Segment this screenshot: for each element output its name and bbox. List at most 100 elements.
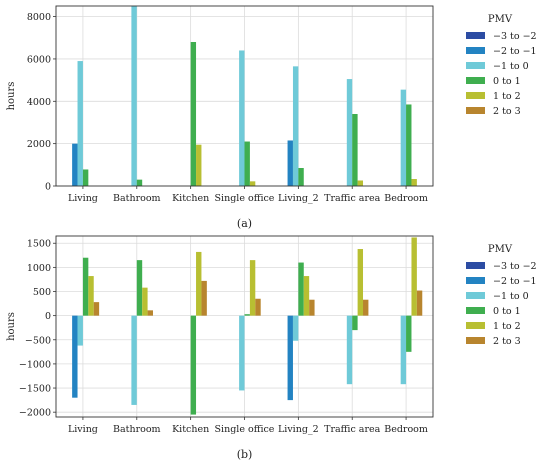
bar	[303, 276, 310, 316]
bar	[352, 315, 358, 331]
bar	[357, 249, 364, 316]
legend-swatch	[466, 337, 485, 344]
bar	[249, 181, 256, 186]
bar	[136, 260, 143, 316]
legend-swatch	[466, 32, 485, 39]
y-tick-label: 4000	[27, 97, 51, 108]
bar	[400, 315, 407, 385]
bar	[88, 276, 94, 316]
y-tick-label: 1500	[27, 239, 51, 250]
bar	[72, 143, 78, 186]
y-tick-label: 6000	[27, 54, 51, 65]
bar	[292, 66, 299, 186]
bar	[298, 262, 304, 316]
bar	[239, 50, 245, 186]
y-tick-label: 1000	[27, 263, 51, 274]
y-tick-label: −2000	[19, 408, 51, 419]
bar	[292, 315, 299, 341]
x-tick-label: Kitchen	[172, 193, 209, 204]
bar	[93, 302, 100, 316]
y-tick-label: 0	[45, 182, 51, 193]
bar	[352, 114, 358, 186]
figure-caption: (a)	[237, 217, 252, 230]
bar	[82, 257, 89, 316]
y-tick-label: 2000	[27, 139, 51, 150]
bar	[136, 179, 143, 186]
bar	[147, 310, 153, 316]
y-tick-label: 500	[33, 287, 51, 298]
x-tick-label: Single office	[215, 424, 275, 435]
bar	[406, 315, 412, 352]
bar	[411, 237, 417, 316]
bar	[400, 89, 407, 186]
legend-label: 0 to 1	[493, 76, 521, 87]
bar	[77, 61, 83, 187]
y-tick-label: 0	[45, 311, 51, 322]
x-tick-label: Bathroom	[113, 424, 161, 435]
legend-label: 1 to 2	[493, 321, 521, 332]
legend-title: PMV	[488, 14, 513, 25]
legend-label: 1 to 2	[493, 91, 521, 102]
legend-title: PMV	[488, 244, 513, 255]
x-tick-label: Living_2	[278, 193, 319, 204]
legend-swatch	[466, 62, 485, 69]
bar	[201, 280, 207, 316]
legend-swatch	[466, 107, 485, 114]
bar	[309, 299, 315, 316]
bar	[406, 104, 412, 186]
y-tick-label: −500	[25, 335, 51, 346]
x-tick-label: Traffic area	[324, 193, 380, 204]
legend-label: −2 to −1	[493, 46, 537, 57]
x-tick-label: Bedroom	[384, 424, 428, 435]
legend-label: 2 to 3	[493, 336, 521, 347]
y-tick-label: −1500	[19, 384, 51, 395]
legend-label: −2 to −1	[493, 276, 537, 287]
bar	[239, 315, 245, 391]
legend-swatch	[466, 92, 485, 99]
legend-swatch	[466, 77, 485, 84]
x-tick-label: Single office	[215, 193, 275, 204]
y-axis-label: hours	[6, 312, 17, 341]
bar	[244, 141, 250, 186]
x-tick-label: Traffic area	[324, 424, 380, 435]
figure-caption: (b)	[237, 448, 253, 461]
bar	[298, 168, 304, 186]
legend-swatch	[466, 277, 485, 284]
bar	[190, 42, 197, 186]
y-tick-label: −1000	[19, 359, 51, 370]
x-tick-label: Bedroom	[384, 193, 428, 204]
legend-swatch	[466, 322, 485, 329]
legend-label: 0 to 1	[493, 306, 521, 317]
legend-swatch	[466, 292, 485, 299]
bar	[142, 287, 148, 316]
bar	[416, 290, 423, 316]
x-tick-label: Kitchen	[172, 424, 209, 435]
x-tick-label: Living_2	[278, 424, 319, 435]
bar	[411, 179, 417, 186]
legend-swatch	[466, 47, 485, 54]
x-tick-label: Bathroom	[113, 193, 161, 204]
y-tick-label: 8000	[27, 12, 51, 23]
legend-label: −3 to −2	[493, 261, 537, 272]
chart-panel-2: −2000 −1500 −1000 −500 0 500 1000 1500 Living Bat…	[6, 235, 537, 461]
chart-panel-1: 0 2000 4000 6000 8000 Living Bathroom Kitchen Si…	[6, 5, 537, 230]
bar	[287, 140, 293, 186]
legend-swatch	[466, 262, 485, 269]
x-tick-label: Living	[68, 424, 98, 435]
bar	[196, 144, 202, 186]
bar	[357, 180, 364, 186]
legend-swatch	[466, 307, 485, 314]
bar	[190, 315, 197, 415]
bar	[346, 79, 353, 186]
bar	[346, 315, 353, 385]
legend-label: 2 to 3	[493, 106, 521, 117]
legend-label: −3 to −2	[493, 31, 537, 42]
bar	[363, 299, 369, 316]
bar	[287, 315, 293, 401]
bar	[249, 260, 256, 316]
bar	[72, 315, 78, 398]
bar	[196, 251, 202, 316]
bar	[244, 314, 250, 316]
bar	[82, 169, 89, 186]
